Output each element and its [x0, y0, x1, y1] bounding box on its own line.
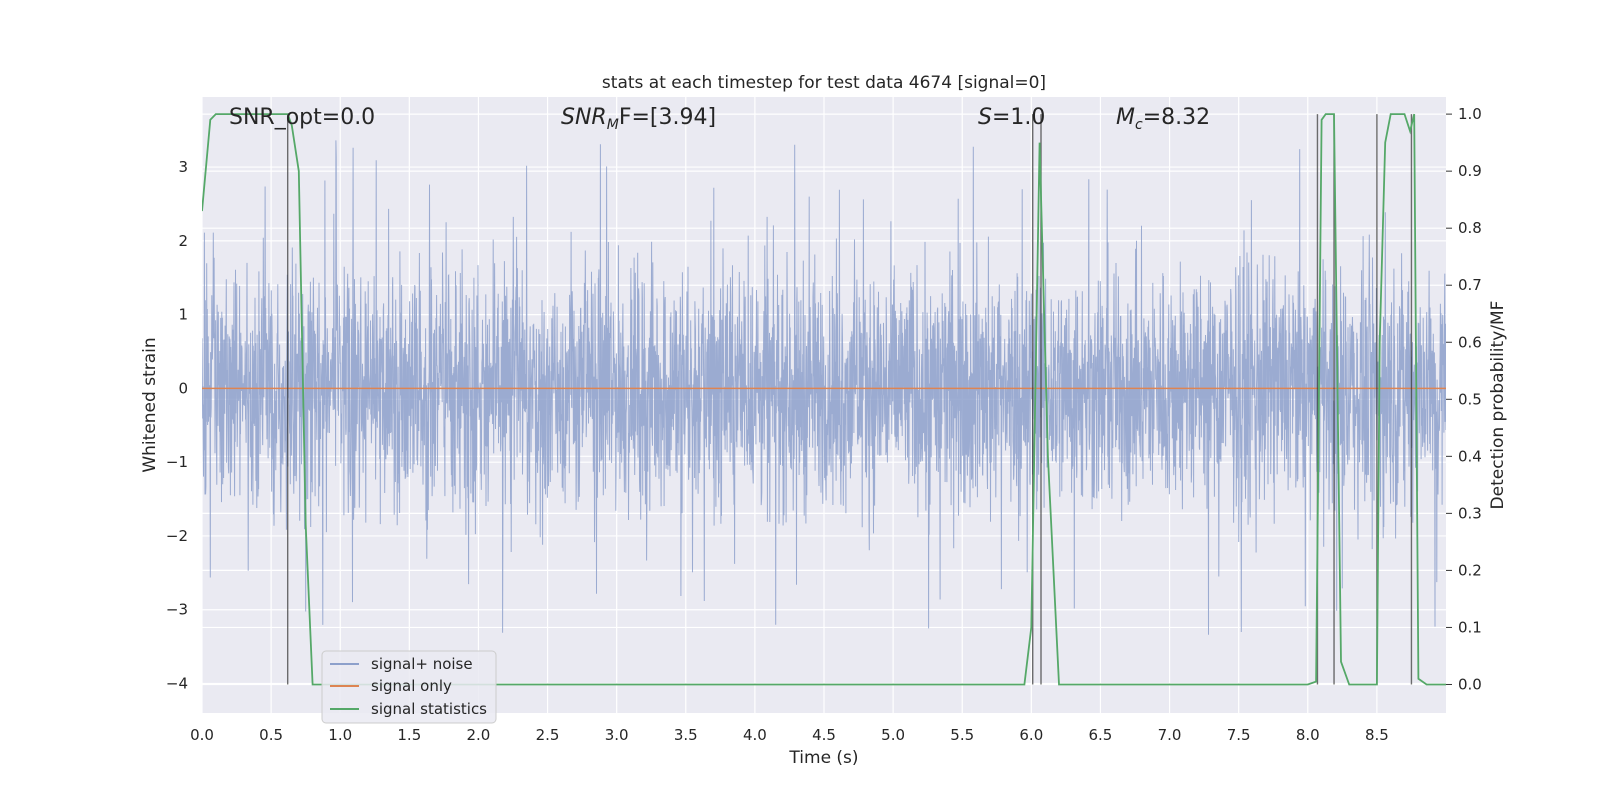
y-tick-label: −1 [166, 453, 188, 471]
x-tick-label: 3.5 [674, 726, 698, 744]
y-tick-label: −2 [166, 527, 188, 545]
x-tick-label: 5.0 [881, 726, 905, 744]
annotation-mc: Mc=8.32 [1116, 105, 1210, 133]
legend-label-signal-only: signal only [371, 677, 452, 695]
y-right-tick-label: 0.8 [1458, 219, 1482, 237]
y-axis-label: Whitened strain [140, 337, 160, 472]
y-right-tick-label: 0.2 [1458, 561, 1482, 579]
y-right-tick-label: 0.0 [1458, 675, 1482, 693]
x-tick-label: 4.0 [743, 726, 767, 744]
x-tick-label: 1.5 [397, 726, 421, 744]
series-signal-statistics [202, 113, 1446, 686]
ticks: 0.0 0.5 1.0 1.5 2.0 2.5 3.0 3.5 4.0 4.5 5.0 5.5 6.0 6… [166, 105, 1482, 744]
y-right-tick-label: 0.1 [1458, 618, 1482, 636]
y-right-tick-label: 0.4 [1458, 447, 1482, 465]
y-right-tick-label: 1.0 [1458, 105, 1482, 123]
signal-noise-line [202, 140, 1446, 635]
signal-statistics-line [202, 113, 1446, 686]
legend-box [321, 650, 497, 724]
y-right-tick-label: 0.9 [1458, 162, 1482, 180]
y-right-tick-label: 0.3 [1458, 504, 1482, 522]
x-tick-label: 0.5 [259, 726, 283, 744]
x-tick-label: 1.0 [328, 726, 352, 744]
x-tick-label: 0.0 [190, 726, 214, 744]
x-tick-label: 5.5 [950, 726, 974, 744]
y-tick-label: −3 [166, 601, 188, 619]
y-tick-label: −4 [166, 674, 188, 692]
x-tick-label: 6.5 [1089, 726, 1113, 744]
annotation-snr-mf: SNRMF=[3.94] [561, 105, 716, 133]
legend-label-signal-noise: signal+ noise [371, 655, 473, 673]
x-tick-label: 8.5 [1365, 726, 1389, 744]
legend: signal+ noise signal only signal statist… [321, 650, 497, 724]
x-axis-label: Time (s) [788, 748, 858, 768]
y-right-tick-label: 0.6 [1458, 333, 1482, 351]
legend-label-signal-statistics: signal statistics [371, 700, 487, 718]
y-tick-label: 0 [178, 379, 188, 397]
annotation-s: S=1.0 [978, 105, 1045, 130]
chart-title: stats at each timestep for test data 467… [602, 73, 1046, 93]
y-right-tick-label: 0.7 [1458, 276, 1482, 294]
y-tick-label: 1 [178, 306, 188, 324]
x-tick-label: 7.0 [1158, 726, 1182, 744]
annotation-snr-opt: SNR_opt=0.0 [229, 105, 375, 130]
x-tick-label: 7.5 [1227, 726, 1251, 744]
x-tick-label: 3.0 [605, 726, 629, 744]
series-signal-noise [202, 140, 1446, 635]
x-tick-label: 6.0 [1019, 726, 1043, 744]
x-tick-label: 4.5 [812, 726, 836, 744]
y-axis-right-label: Detection probability/MF [1488, 301, 1508, 510]
y-tick-label: 2 [178, 232, 188, 250]
x-tick-label: 8.0 [1296, 726, 1320, 744]
y-right-tick-label: 0.5 [1458, 390, 1482, 408]
x-tick-label: 2.0 [467, 726, 491, 744]
y-tick-label: 3 [178, 158, 188, 176]
x-tick-label: 2.5 [536, 726, 560, 744]
